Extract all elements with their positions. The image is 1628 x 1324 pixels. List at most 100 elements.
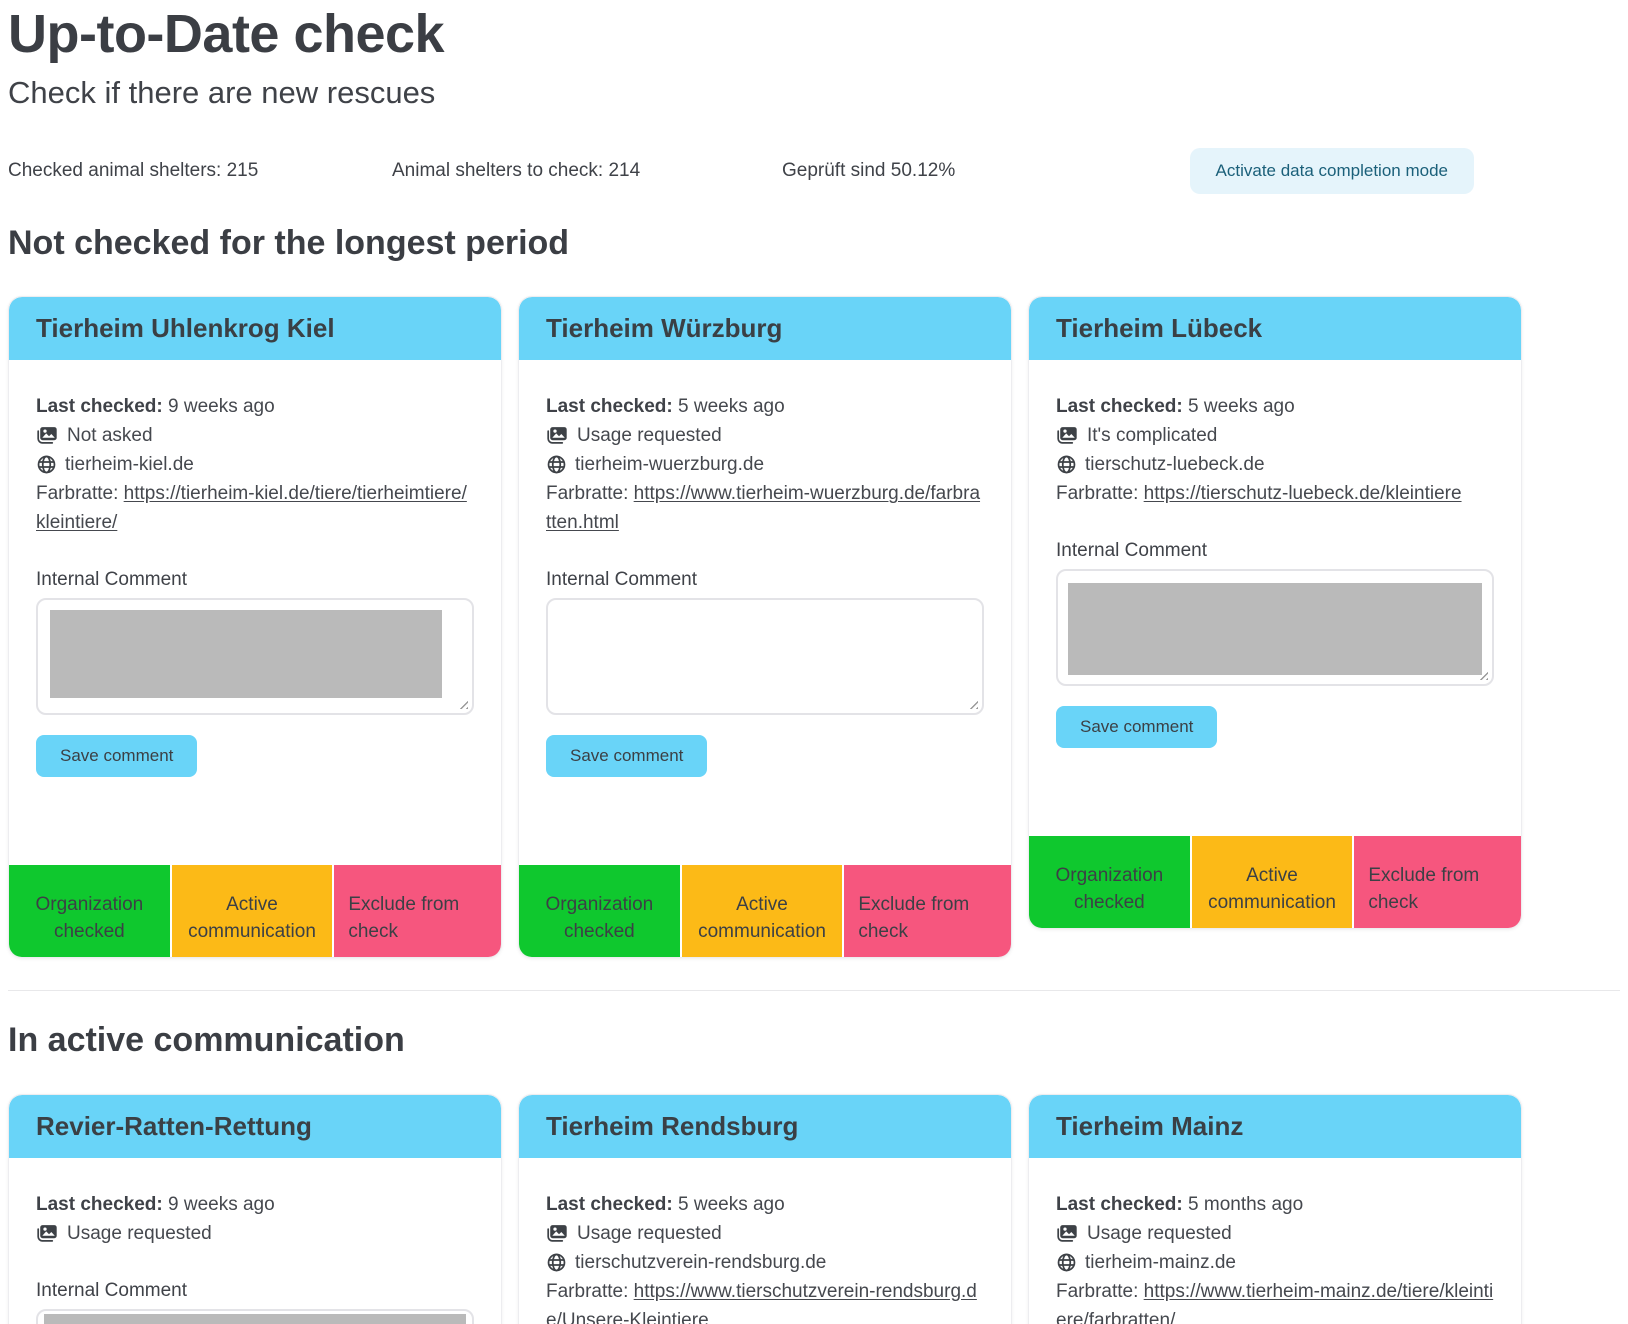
website-text: tierheim-wuerzburg.de (575, 454, 765, 476)
save-comment-button[interactable]: Save comment (1056, 706, 1218, 749)
save-comment-button[interactable]: Save comment (36, 735, 198, 778)
internal-comment-input[interactable] (546, 598, 984, 716)
last-checked-value: 9 weeks ago (168, 1193, 275, 1215)
image-icon (37, 426, 58, 445)
last-checked-line: Last checked: 5 weeks ago (1056, 392, 1494, 421)
farbratte-line: Farbratte: https://www.tierheim-wuerzbur… (546, 479, 984, 537)
save-comment-button[interactable]: Save comment (546, 735, 708, 778)
last-checked-label: Last checked: (1056, 1193, 1183, 1215)
website-line: tierschutzverein-rendsburg.de (546, 1248, 984, 1277)
internal-comment-input[interactable] (36, 1308, 474, 1324)
active-communication-button[interactable]: Active communication (681, 865, 843, 958)
image-icon (37, 1224, 58, 1242)
farbratte-line: Farbratte: https://tierschutz-luebeck.de… (1056, 479, 1494, 508)
card-footer: Organization checked Active communicatio… (519, 865, 1011, 958)
exclude-from-check-button[interactable]: Exclude from check (844, 865, 1011, 958)
farbratte-link[interactable]: https://www.tierheim-wuerzburg.de/farbra… (546, 483, 981, 534)
page-subtitle: Check if there are new rescues (8, 74, 436, 110)
last-checked-value: 5 weeks ago (678, 396, 785, 418)
activate-data-completion-button[interactable]: Activate data completion mode (1189, 147, 1474, 194)
farbratte-line: Farbratte: https://www.tierheim-mainz.de… (1056, 1277, 1494, 1324)
shelter-card: Tierheim Uhlenkrog Kiel Last checked: 9 … (8, 296, 502, 959)
shelter-name: Tierheim Rendsburg (546, 1110, 799, 1141)
card-header: Revier-Ratten-Rettung (9, 1094, 501, 1158)
last-checked-value: 5 months ago (1188, 1193, 1304, 1215)
image-icon (1057, 426, 1078, 445)
last-checked-value: 5 weeks ago (1188, 396, 1295, 418)
farbratte-line: Farbratte: https://tierheim-kiel.de/tier… (36, 479, 474, 537)
exclude-from-check-button[interactable]: Exclude from check (334, 865, 501, 958)
stats-row: Checked animal shelters: 215 Animal shel… (8, 147, 1620, 194)
page-title: Up-to-Date check (8, 4, 445, 64)
internal-comment-input[interactable] (36, 598, 474, 716)
farbratte-link[interactable]: https://www.tierschutzverein-rendsburg.d… (546, 1280, 977, 1324)
shelter-card: Tierheim Mainz Last checked: 5 months ag… (1028, 1093, 1522, 1324)
globe-icon (37, 456, 56, 474)
last-checked-label: Last checked: (36, 1193, 163, 1215)
farbratte-label: Farbratte: (1056, 1280, 1139, 1302)
farbratte-line: Farbratte: https://www.tierschutzverein-… (546, 1277, 984, 1324)
shelter-name: Revier-Ratten-Rettung (36, 1110, 312, 1141)
organization-checked-button[interactable]: Organization checked (519, 865, 680, 958)
farbratte-label: Farbratte: (1056, 483, 1139, 505)
last-checked-line: Last checked: 9 weeks ago (36, 392, 474, 421)
farbratte-label: Farbratte: (36, 483, 119, 505)
shelter-name: Tierheim Uhlenkrog Kiel (36, 313, 335, 344)
website-text: tierschutzverein-rendsburg.de (575, 1251, 827, 1273)
internal-comment-label: Internal Comment (36, 569, 188, 591)
section-heading-not-checked: Not checked for the longest period (8, 223, 570, 262)
farbratte-link[interactable]: https://tierheim-kiel.de/tiere/tierheimt… (36, 483, 467, 534)
organization-checked-button[interactable]: Organization checked (9, 865, 170, 958)
active-communication-button[interactable]: Active communication (1191, 836, 1353, 929)
section-divider (8, 990, 1620, 992)
globe-icon (547, 1253, 566, 1272)
usage-status-line: Not asked (36, 421, 474, 450)
card-header: Tierheim Lübeck (1029, 297, 1521, 361)
shelter-card: Tierheim Würzburg Last checked: 5 weeks … (518, 296, 1012, 959)
internal-comment-label: Internal Comment (546, 569, 698, 591)
cards-row-active-communication: Revier-Ratten-Rettung Last checked: 9 we… (8, 1093, 1620, 1324)
usage-status-line: Usage requested (36, 1219, 474, 1248)
shelter-card: Tierheim Rendsburg Last checked: 5 weeks… (518, 1093, 1012, 1324)
active-communication-button[interactable]: Active communication (171, 865, 333, 958)
last-checked-value: 5 weeks ago (678, 1193, 785, 1215)
exclude-from-check-button[interactable]: Exclude from check (1354, 836, 1521, 929)
globe-icon (1057, 1253, 1076, 1272)
stat-shelters-to-check: Animal shelters to check: 214 (392, 159, 641, 181)
image-icon (547, 426, 568, 445)
globe-icon (1057, 456, 1076, 474)
usage-status-line: Usage requested (546, 421, 984, 450)
internal-comment-label: Internal Comment (36, 1279, 188, 1301)
shelter-name: Tierheim Mainz (1056, 1110, 1244, 1141)
farbratte-link[interactable]: https://www.tierheim-mainz.de/tiere/klei… (1056, 1280, 1494, 1324)
stat-percent-checked: Geprüft sind 50.12% (782, 159, 956, 181)
farbratte-link[interactable]: https://tierschutz-luebeck.de/kleintiere (1143, 483, 1462, 505)
organization-checked-button[interactable]: Organization checked (1029, 836, 1190, 929)
website-line: tierheim-mainz.de (1056, 1248, 1494, 1277)
shelter-name: Tierheim Würzburg (546, 313, 783, 344)
website-line: tierheim-wuerzburg.de (546, 450, 984, 479)
last-checked-label: Last checked: (36, 396, 163, 418)
shelter-name: Tierheim Lübeck (1056, 313, 1263, 344)
last-checked-label: Last checked: (1056, 396, 1183, 418)
last-checked-line: Last checked: 5 weeks ago (546, 392, 984, 421)
internal-comment-input[interactable] (1056, 569, 1494, 687)
image-icon (1057, 1224, 1078, 1242)
last-checked-line: Last checked: 5 months ago (1056, 1190, 1494, 1219)
website-line: tierheim-kiel.de (36, 450, 474, 479)
usage-status-line: Usage requested (546, 1219, 984, 1248)
shelter-card: Revier-Ratten-Rettung Last checked: 9 we… (8, 1093, 502, 1324)
farbratte-label: Farbratte: (546, 483, 629, 505)
section-heading-active-communication: In active communication (8, 1021, 405, 1060)
image-icon (547, 1224, 568, 1242)
usage-status-text: Usage requested (1087, 1222, 1232, 1244)
last-checked-label: Last checked: (546, 1193, 673, 1215)
last-checked-line: Last checked: 9 weeks ago (36, 1190, 474, 1219)
page-header: Up-to-Date check Check if there are new … (8, 2, 1620, 194)
card-footer: Organization checked Active communicatio… (1029, 836, 1521, 929)
globe-icon (547, 456, 566, 474)
cards-row-not-checked: Tierheim Uhlenkrog Kiel Last checked: 9 … (8, 296, 1620, 959)
website-text: tierheim-mainz.de (1085, 1251, 1236, 1273)
stat-checked-shelters: Checked animal shelters: 215 (8, 159, 259, 181)
usage-status-text: Not asked (67, 425, 153, 447)
